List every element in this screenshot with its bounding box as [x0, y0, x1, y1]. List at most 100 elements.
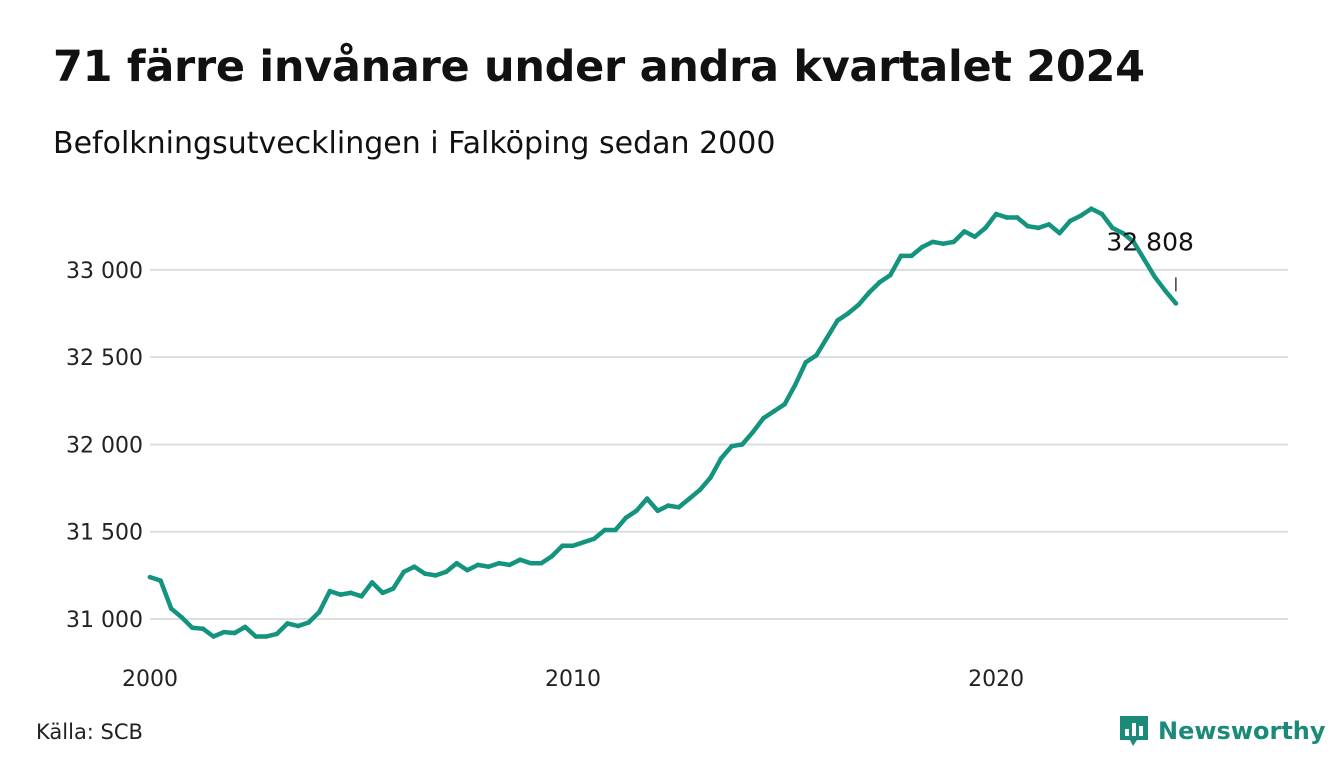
data-point	[1110, 225, 1115, 231]
gridlines	[150, 268, 1288, 621]
data-point	[824, 335, 830, 341]
data-point	[697, 487, 703, 493]
data-point	[687, 496, 692, 501]
data-point	[581, 539, 586, 545]
data-point	[486, 564, 491, 569]
data-point	[919, 244, 925, 250]
data-point	[348, 590, 354, 596]
series-layer	[147, 206, 1179, 639]
source-note: Källa: SCB	[36, 720, 143, 744]
data-point	[888, 272, 893, 278]
brand-name: Newsworthy	[1158, 717, 1326, 745]
data-point	[454, 560, 460, 566]
data-point	[951, 239, 957, 245]
data-point	[739, 442, 745, 447]
data-point	[1131, 239, 1136, 245]
data-point	[464, 567, 470, 573]
brand-logo[interactable]: Newsworthy	[1118, 714, 1326, 748]
end-value-label: 32 808	[1106, 227, 1193, 256]
data-point	[359, 594, 364, 599]
data-point	[634, 508, 639, 514]
series-line	[147, 206, 1179, 639]
data-point	[665, 503, 671, 508]
data-point	[1088, 206, 1094, 212]
data-point	[602, 527, 608, 533]
data-point	[1152, 274, 1158, 280]
data-point	[591, 536, 597, 542]
data-point	[412, 564, 417, 569]
y-tick-label: 31 500	[66, 521, 143, 546]
data-point	[232, 630, 237, 636]
data-point	[390, 586, 396, 591]
data-point	[729, 443, 734, 449]
data-point	[1004, 215, 1009, 220]
data-point	[1163, 288, 1168, 294]
y-tick-label: 31 000	[66, 608, 143, 633]
data-point	[200, 626, 206, 631]
data-point	[1099, 211, 1105, 217]
chart-title: 71 färre invånare under andra kvartalet …	[53, 42, 1145, 92]
data-point	[380, 590, 385, 596]
bar-chart-speech-icon	[1120, 716, 1148, 746]
data-point	[528, 560, 534, 566]
data-point	[761, 415, 766, 421]
data-point	[285, 621, 290, 626]
data-point	[898, 253, 904, 259]
data-point	[708, 475, 713, 480]
data-point	[845, 311, 851, 316]
data-point	[264, 634, 269, 639]
data-point	[549, 553, 555, 559]
data-point	[909, 253, 914, 259]
data-point	[1025, 223, 1031, 229]
data-point	[940, 241, 946, 246]
data-point	[517, 557, 523, 562]
data-point	[306, 620, 311, 625]
data-point	[771, 408, 777, 414]
data-point	[1046, 222, 1052, 227]
data-point	[835, 318, 840, 323]
chart-subtitle: Befolkningsutvecklingen i Falköping seda…	[53, 126, 776, 161]
y-tick-label: 32 000	[66, 433, 143, 458]
data-point	[1120, 230, 1126, 236]
data-point	[1067, 218, 1073, 224]
data-point	[327, 588, 333, 594]
x-axis-ticks: 2000 2010 2020	[122, 667, 1024, 692]
data-point	[316, 609, 322, 615]
data-point	[983, 225, 988, 231]
data-point	[792, 382, 798, 388]
data-point	[655, 508, 660, 514]
data-point	[507, 562, 512, 568]
x-tick-label: 2020	[968, 667, 1024, 692]
y-tick-label: 32 500	[66, 346, 143, 371]
data-point	[623, 515, 629, 521]
data-point	[338, 592, 343, 597]
data-point	[930, 239, 935, 245]
data-point	[613, 527, 618, 533]
data-point	[814, 353, 819, 358]
y-axis-ticks: 31 000 31 500 32 000 32 500 33 000	[66, 259, 143, 633]
data-point	[496, 560, 502, 566]
data-point	[369, 580, 375, 585]
x-tick-label: 2000	[122, 667, 178, 692]
data-point	[422, 571, 428, 576]
data-point	[993, 211, 999, 217]
data-point	[718, 456, 724, 461]
data-point	[877, 279, 883, 285]
y-tick-label: 33 000	[66, 259, 143, 284]
data-point	[475, 562, 481, 568]
data-point	[158, 578, 163, 583]
data-point	[242, 624, 248, 630]
data-point	[856, 302, 861, 308]
data-point	[168, 606, 174, 611]
data-point	[1141, 257, 1147, 262]
data-point	[750, 429, 756, 435]
data-point	[1078, 213, 1084, 219]
data-point	[295, 623, 301, 629]
data-point	[1173, 301, 1179, 306]
data-point	[1036, 225, 1041, 231]
annotation-layer: 32 808	[1106, 227, 1194, 292]
data-point	[570, 543, 576, 549]
data-point	[274, 631, 280, 637]
data-point	[782, 401, 787, 407]
data-point	[1057, 230, 1062, 236]
